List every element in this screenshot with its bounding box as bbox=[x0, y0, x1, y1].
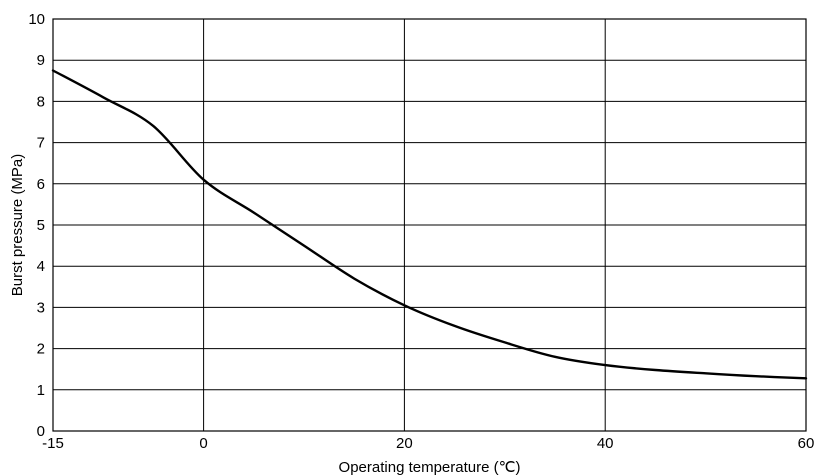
y-tick-label: 8 bbox=[37, 93, 45, 110]
y-tick-label: 5 bbox=[37, 217, 45, 234]
y-tick-label: 1 bbox=[37, 382, 45, 399]
x-tick-label: 60 bbox=[798, 435, 815, 452]
x-tick-label: -15 bbox=[42, 435, 64, 452]
y-tick-label: 6 bbox=[37, 176, 45, 193]
y-tick-labels: 0 1 2 3 4 5 6 7 8 9 10 bbox=[28, 11, 45, 440]
y-tick-label: 2 bbox=[37, 341, 45, 358]
x-tick-label: 40 bbox=[597, 435, 614, 452]
y-tick-label: 4 bbox=[37, 258, 45, 275]
plot-frame bbox=[52, 18, 807, 432]
y-tick-label: 7 bbox=[37, 135, 45, 152]
series-group bbox=[51, 69, 808, 380]
grid bbox=[53, 19, 806, 431]
x-tick-label: 20 bbox=[396, 435, 413, 452]
burst-pressure-line bbox=[51, 69, 808, 380]
y-tick-label: 10 bbox=[28, 11, 45, 28]
y-tick-label: 9 bbox=[37, 52, 45, 69]
y-tick-label: 3 bbox=[37, 299, 45, 316]
x-axis-label: Operating temperature (℃) bbox=[339, 459, 521, 476]
x-tick-labels: -15 0 20 40 60 bbox=[42, 435, 814, 452]
x-tick-label: 0 bbox=[199, 435, 207, 452]
y-axis-label: Burst pressure (MPa) bbox=[9, 154, 26, 297]
y-tick-label: 0 bbox=[37, 423, 45, 440]
